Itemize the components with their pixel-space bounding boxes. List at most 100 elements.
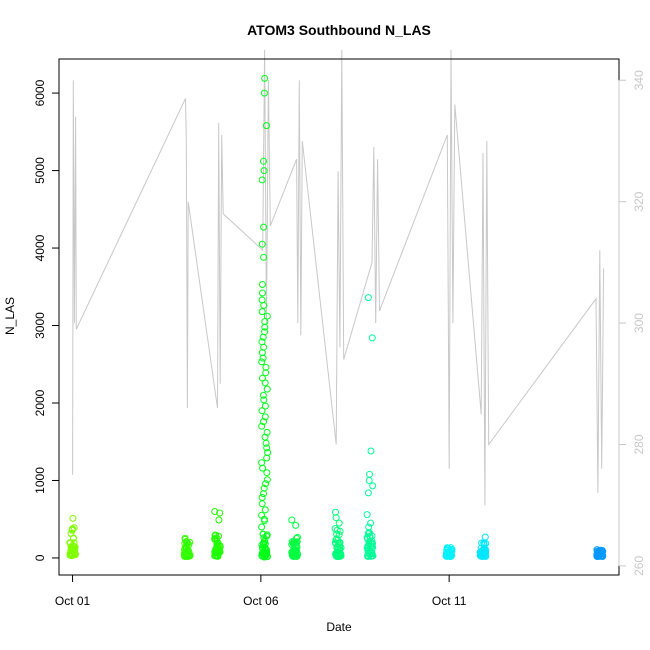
scatter-point [477,552,485,560]
scatter-point [263,312,271,320]
chart-title: ATOM3 Southbound N_LAS [247,22,431,38]
scatter-point [260,541,267,549]
scatter-point [263,122,270,130]
scatter-point [258,358,266,366]
scatter-point [260,89,268,97]
right-axis-series-line [72,49,605,506]
y-tick-label: 0 [33,554,47,561]
scatter-point [258,176,266,184]
scatter-point [261,328,269,336]
scatter-point [364,542,372,550]
scatter-point [260,490,267,498]
scatter-point [258,240,266,248]
scatter-point [211,531,219,539]
scatter-point [261,506,269,514]
scatter-point [365,523,373,531]
scatter-point [184,548,192,556]
right-y-tick-label: 280 [632,434,646,454]
right-y-tick-label: 320 [632,191,646,211]
y-tick-label: 2000 [33,389,47,416]
scatter-point [259,530,267,538]
scatter-point [66,549,74,557]
right-y-tick-label: 300 [632,313,646,333]
scatter-point [213,543,221,550]
scatter-point [263,385,271,393]
right-y-tick-label: 340 [632,70,646,90]
scatter-point [67,551,75,559]
scatter-point [258,407,266,415]
scatter-point [258,459,266,467]
scatter-point [262,545,270,553]
scatter-point [258,523,266,531]
scatter-point [258,549,266,557]
scatter-point [365,477,373,484]
scatter-point [364,552,372,560]
scatter-point [263,444,271,452]
scatter-point [260,167,268,175]
scatter-point [262,369,270,377]
scatter-point [216,509,224,517]
scatter-point [261,413,269,421]
scatter-point [293,552,301,560]
scatter-point [258,338,266,346]
scatter-point [259,289,266,297]
scatter-point [259,374,266,382]
scatter-point [364,489,372,497]
scatter-point [445,549,453,557]
scatter-point [367,519,375,527]
scatter-point [264,449,272,457]
scatter-point [292,538,300,546]
x-axis-label: Date [326,620,352,634]
y-tick-label: 5000 [33,157,47,184]
scatter-point [258,500,266,508]
scatter-point [263,531,271,539]
scatter-point [447,552,455,560]
scatter-point [366,470,373,478]
scatter-point [479,546,487,554]
scatter-point [289,548,297,556]
scatter-point [70,539,78,547]
scatter-point [186,552,194,560]
scatter-point [259,391,267,399]
scatter-point [260,157,267,165]
scatter-point [288,516,296,524]
scatter-point [260,253,268,261]
scatter-point [181,540,189,548]
scatter-point [211,536,219,543]
scatter-point [332,540,340,548]
scatter-point [71,543,79,551]
scatter-point [367,447,375,455]
y-axis-label: N_LAS [3,297,17,335]
scatter-point [260,418,267,426]
scatter-point [68,525,76,533]
scatter-point [258,296,266,304]
scatter-point [211,552,219,559]
scatter-point [335,519,343,527]
scatter-point [260,223,268,231]
right-y-tick-label: 260 [632,556,646,576]
scatter-point [259,281,266,288]
scatter-point [333,535,341,543]
right-y-axis: 260 280 300 320 340 [618,70,646,576]
y-tick-label: 1000 [33,467,47,494]
scatter-point [597,550,605,558]
scatter-point [482,552,490,560]
scatter-point [263,428,271,436]
y-tick-label: 3000 [33,312,47,339]
scatter-point [593,549,601,557]
scatter-point [261,402,269,410]
scatter-point [363,511,371,519]
scatter-point [69,514,77,522]
scatter-point [258,494,266,501]
scatter-point [262,363,270,371]
scatter-point [333,526,341,534]
scatter-point [263,469,271,477]
scatter-point [368,334,376,342]
scatter-point [71,546,79,554]
x-tick-label: Oct 01 [55,594,91,608]
scatter-point [215,516,223,524]
scatter-point [258,511,266,519]
scatter-point [260,484,268,492]
scatter-point [69,535,77,542]
